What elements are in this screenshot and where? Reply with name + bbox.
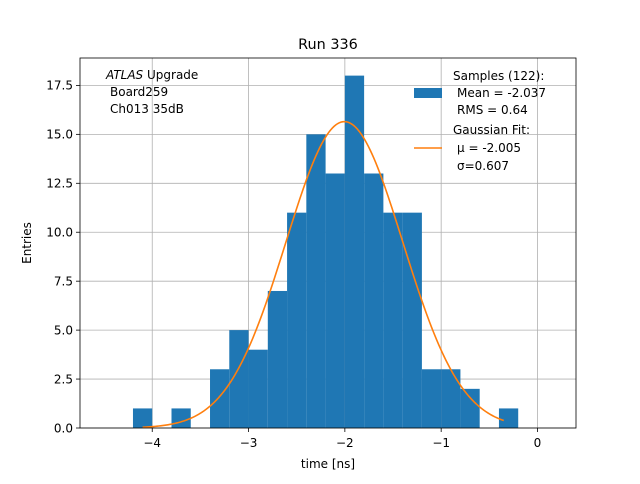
histogram-bar [441, 369, 461, 428]
histogram-bar [325, 173, 345, 428]
histogram-bar [306, 134, 326, 428]
y-tick-label: 15.0 [46, 128, 73, 142]
histogram-bar [248, 349, 268, 428]
annotation-line-3: Ch013 35dB [110, 102, 184, 116]
histogram-bar [132, 408, 153, 428]
legend-fit-title: Gaussian Fit: [453, 123, 530, 137]
histogram-bar [344, 75, 365, 428]
annotation-line-1: ATLAS Upgrade [105, 68, 198, 82]
histogram-bar [267, 290, 288, 428]
y-tick-label: 10.0 [46, 226, 73, 240]
legend-samples-swatch [414, 88, 442, 98]
legend: Samples (122): Mean = -2.037 RMS = 0.64 … [414, 69, 546, 173]
y-tick-label: 2.5 [54, 372, 73, 386]
histogram-bar [287, 212, 307, 428]
annotation-atlas: ATLAS [105, 68, 144, 82]
legend-fit-sigma: σ=0.607 [457, 159, 509, 173]
legend-samples-title: Samples (122): [453, 69, 544, 83]
legend-fit-mu: μ = -2.005 [457, 141, 521, 155]
gaussian-fit-layer [142, 120, 505, 429]
x-axis-label: time [ns] [301, 457, 355, 471]
histogram-bar [402, 212, 422, 428]
y-tick-label: 0.0 [54, 421, 73, 435]
histogram-bar [383, 212, 403, 428]
legend-samples-mean: Mean = -2.037 [457, 86, 546, 100]
y-axis-label: Entries [20, 222, 34, 264]
x-tick-label: −1 [432, 436, 450, 450]
legend-samples-rms: RMS = 0.64 [457, 103, 528, 117]
gaussian-fit-curve [142, 120, 505, 429]
y-tick-label: 12.5 [46, 177, 73, 191]
x-tick-label: −3 [240, 436, 258, 450]
histogram-bars [132, 75, 519, 428]
histogram-bar [364, 173, 384, 428]
annotation-upgrade: Upgrade [143, 68, 198, 82]
annotation-line-2: Board259 [110, 85, 168, 99]
histogram-bar [229, 330, 249, 428]
axes-frame [79, 57, 577, 429]
chart-title: Run 336 [298, 37, 358, 53]
annotation-box: ATLAS Upgrade Board259 Ch013 35dB [105, 68, 198, 116]
y-tick-label: 5.0 [54, 323, 73, 337]
y-tick-label: 17.5 [46, 79, 73, 93]
y-tick-label: 7.5 [54, 274, 73, 288]
x-tick-label: −2 [336, 436, 354, 450]
ticks-layer: −4 −3 −2 −1 0 0.0 2.5 5.0 7.5 10.0 12.5 15.0 17.5 [46, 79, 541, 450]
histogram-bar [498, 408, 519, 428]
x-tick-label: −4 [143, 436, 161, 450]
x-tick-label: 0 [534, 436, 542, 450]
histogram-bar [210, 369, 230, 428]
histogram-bar [460, 388, 480, 428]
histogram-bar [171, 408, 191, 428]
histogram-bar [421, 369, 442, 428]
